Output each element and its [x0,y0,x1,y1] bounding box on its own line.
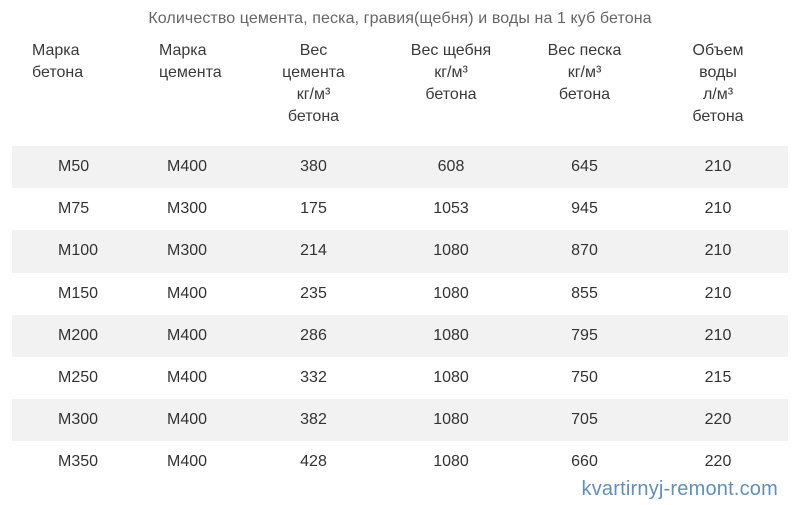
table-row: М250 М400 332 1080 750 215 [12,357,788,399]
cell-water-volume: 220 [648,399,788,442]
cell-gravel-weight: 1080 [433,369,469,387]
cell-cement-weight: 380 [246,146,381,189]
cell-cement-grade: М400 [167,453,208,471]
table-row: М100 М300 214 1080 870 210 [12,230,788,273]
header-water-volume: Объем воды л/м³ бетона [692,42,744,125]
table-row: М75 М300 175 1053 945 210 [12,188,788,230]
cell-concrete-grade: М50 [12,146,119,189]
cell-sand-weight: 795 [521,314,648,357]
cell-cement-grade: М400 [119,399,246,442]
header-sand-weight: Вес песка кг/м³ бетона [547,42,622,103]
cell-concrete-grade: М300 [12,399,119,442]
table-row: М200 М400 286 1080 795 210 [12,314,788,357]
cell-gravel-weight: 1080 [381,399,521,442]
table-body: М50 М400 380 608 645 210 М75 М300 175 10… [12,146,788,484]
table-header: Марка бетона Марка цемента Вес цемента к… [12,34,788,146]
table-row: М50 М400 380 608 645 210 [12,146,788,189]
cell-water-volume: 220 [704,453,732,471]
cell-cement-weight: 286 [246,314,381,357]
cell-cement-grade: М400 [167,369,208,387]
cell-cement-grade: М300 [119,230,246,273]
cell-water-volume: 210 [704,284,732,302]
cell-gravel-weight: 608 [381,146,521,189]
cell-water-volume: 210 [648,146,788,189]
cell-cement-weight: 382 [246,399,381,442]
cell-gravel-weight: 1080 [433,284,469,302]
table-row: М150 М400 235 1080 855 210 [12,273,788,315]
cell-cement-weight: 235 [300,284,327,302]
table-caption: Количество цемента, песка, гравия(щебня)… [148,10,652,27]
header-gravel-weight: Вес щебня кг/м³ бетона [410,42,492,103]
table-row: М350 М400 428 1080 660 220 [12,441,788,483]
cell-gravel-weight: 1080 [433,453,469,471]
cell-sand-weight: 870 [521,230,648,273]
cell-cement-weight: 428 [300,453,327,471]
cell-cement-weight: 214 [246,230,381,273]
cell-concrete-grade: М100 [12,230,119,273]
cell-sand-weight: 945 [571,200,598,218]
cell-sand-weight: 750 [571,369,598,387]
cell-gravel-weight: 1080 [381,230,521,273]
cell-gravel-weight: 1053 [433,200,469,218]
cell-sand-weight: 645 [521,146,648,189]
cell-cement-grade: М400 [167,284,208,302]
cell-concrete-grade: М250 [58,369,99,387]
cell-cement-grade: М300 [167,200,208,218]
cell-sand-weight: 855 [571,284,598,302]
cell-water-volume: 210 [648,314,788,357]
table-row: М300 М400 382 1080 705 220 [12,399,788,442]
cell-concrete-grade: М75 [58,200,90,218]
header-cement-grade: Марка цемента [159,42,222,81]
concrete-mix-table: Марка бетона Марка цемента Вес цемента к… [12,34,788,484]
cell-cement-weight: 175 [300,200,327,218]
cell-concrete-grade: М350 [58,453,99,471]
cell-water-volume: 210 [648,230,788,273]
cell-cement-grade: М400 [119,146,246,189]
header-row: Марка бетона Марка цемента Вес цемента к… [12,34,788,146]
cell-concrete-grade: М200 [12,314,119,357]
header-concrete-grade: Марка бетона [32,42,84,81]
cell-gravel-weight: 1080 [381,314,521,357]
header-cement-weight: Вес цемента кг/м³ бетона [282,42,345,125]
cell-sand-weight: 660 [571,453,598,471]
cell-water-volume: 210 [704,200,732,218]
cell-cement-grade: М400 [119,314,246,357]
cell-concrete-grade: М150 [58,284,99,302]
cell-sand-weight: 705 [521,399,648,442]
site-watermark: kvartirnyj-remont.com [581,478,778,500]
cell-water-volume: 215 [704,369,732,387]
cell-cement-weight: 332 [300,369,327,387]
